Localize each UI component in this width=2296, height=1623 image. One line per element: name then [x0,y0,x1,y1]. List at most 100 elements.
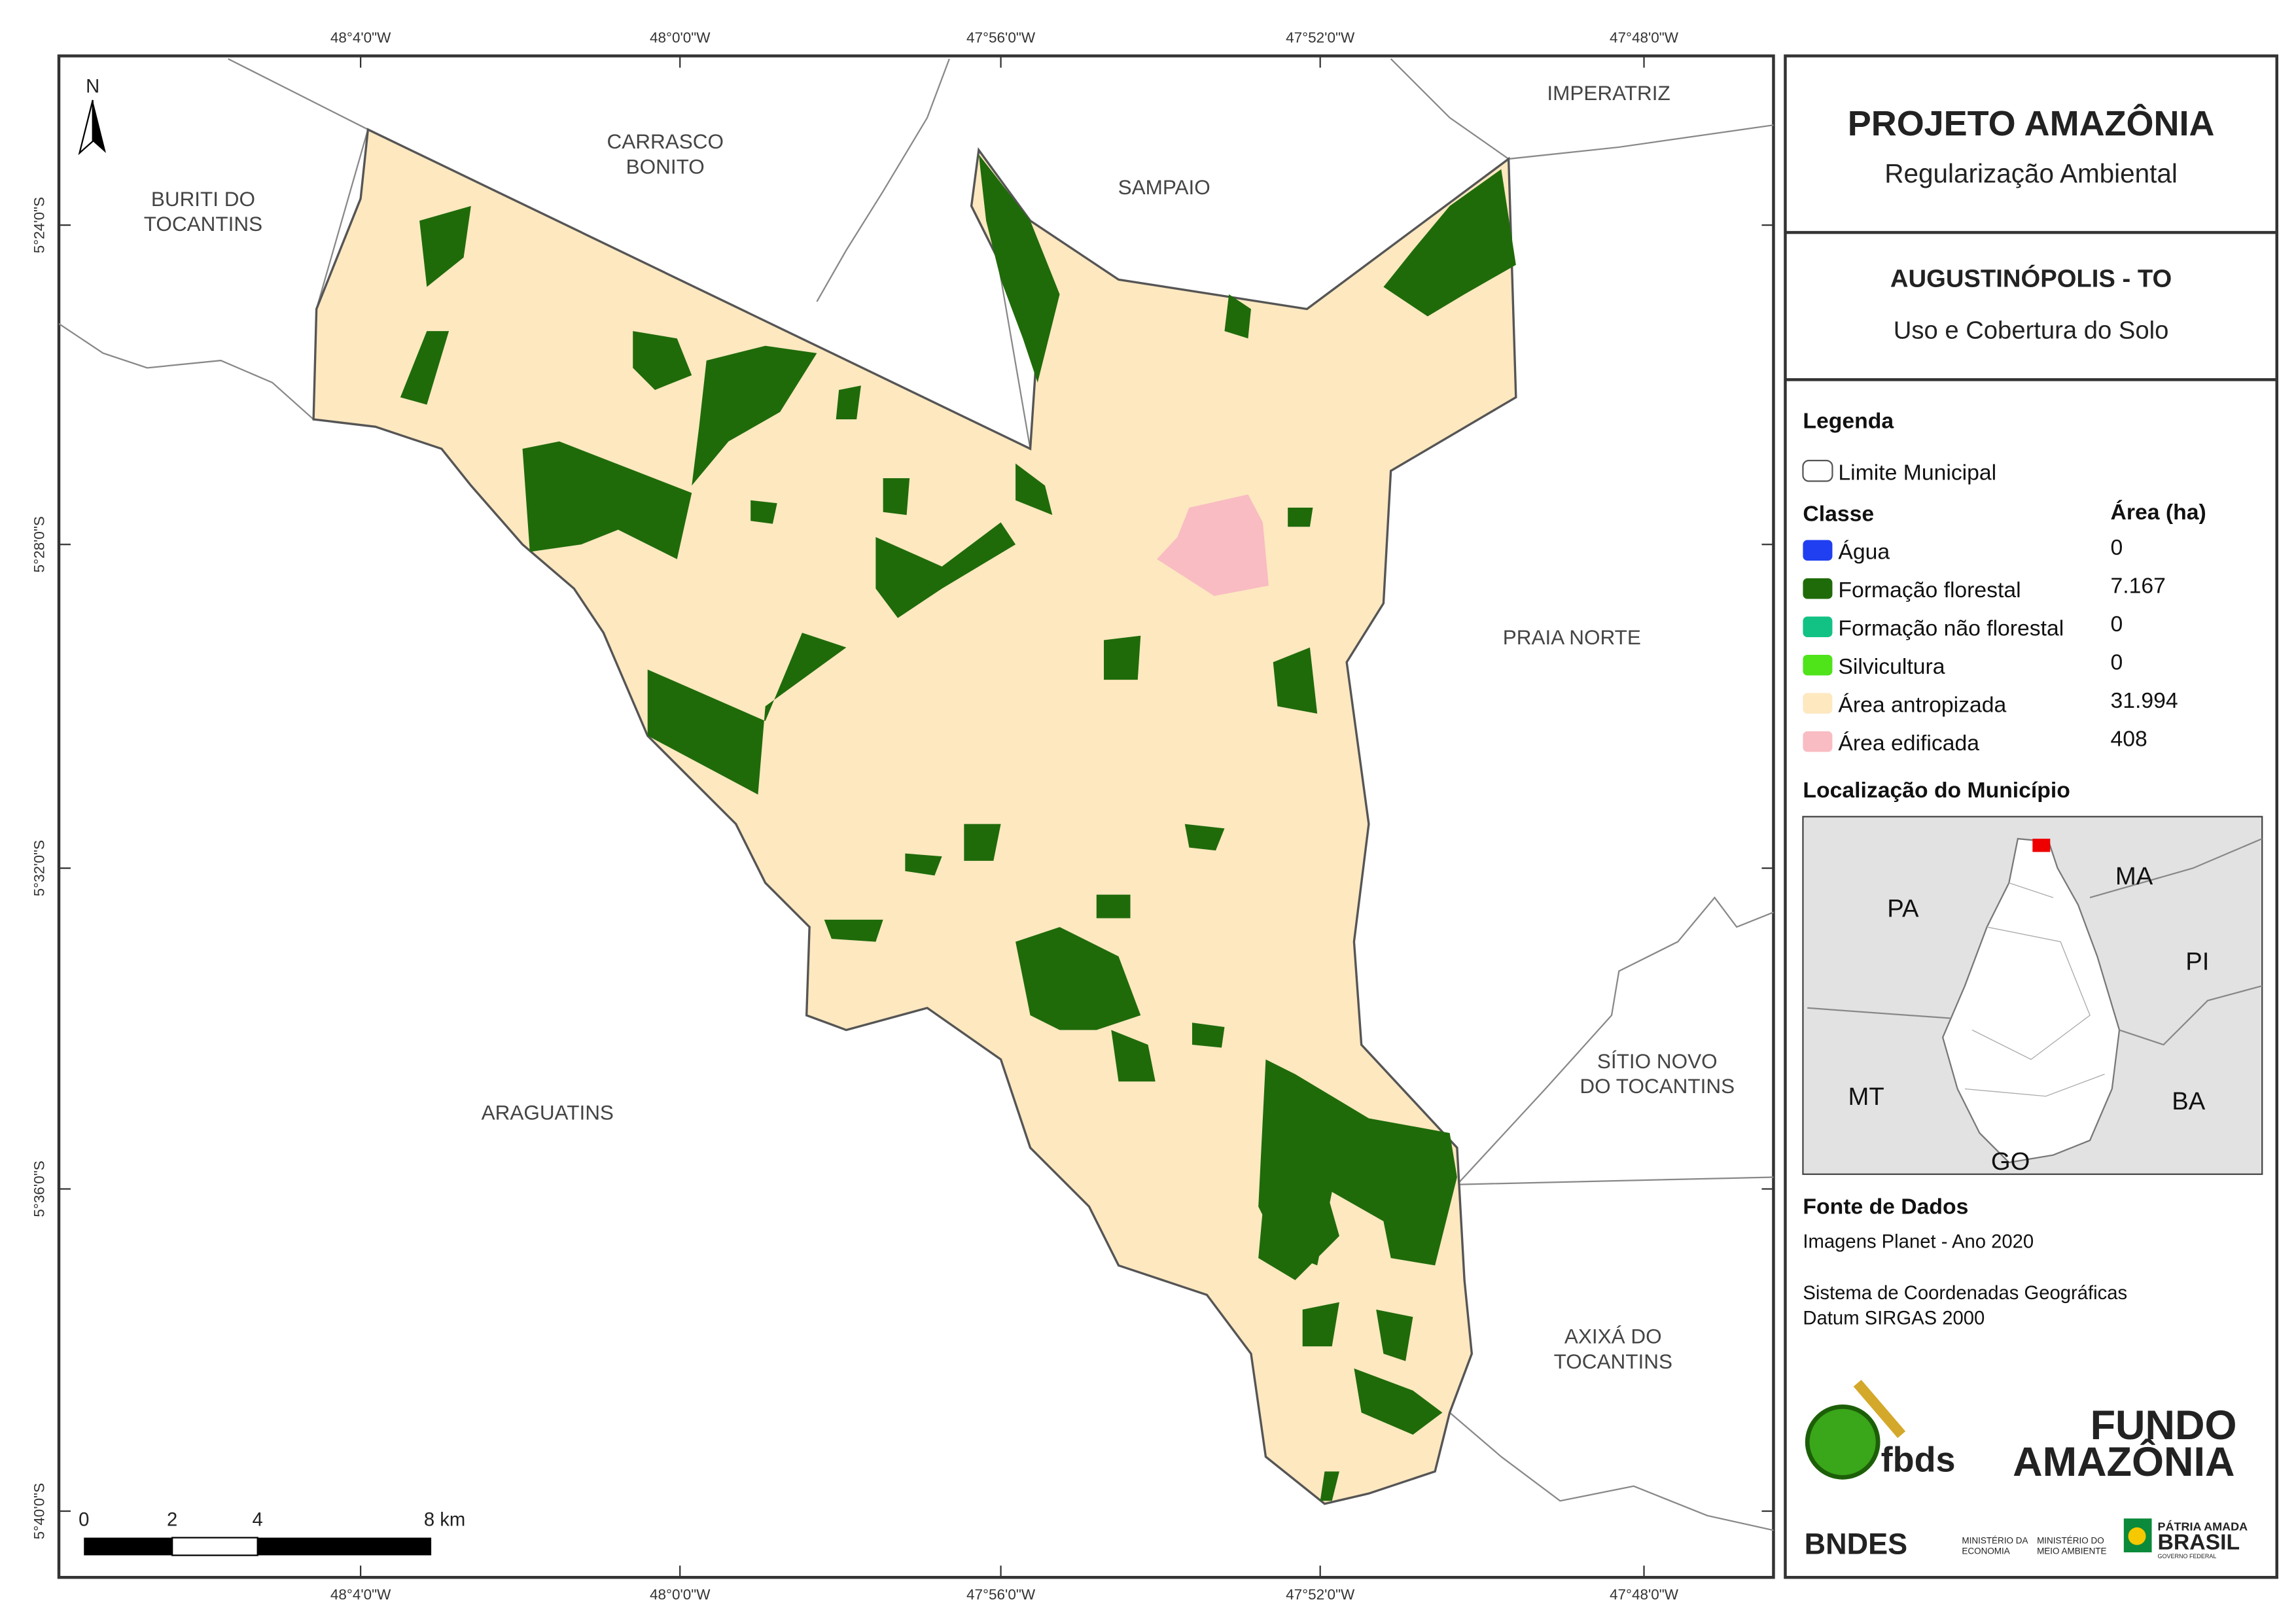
latitude-label: 5°32'0"S [31,840,48,896]
ministry-economy: ECONOMIA [1962,1546,2009,1556]
forest-patches [400,154,1516,1501]
header-subtitle: Regularização Ambiental [1884,158,2178,188]
state-label: MA [2115,862,2153,890]
governo-text: GOVERNO FEDERAL [2158,1553,2217,1560]
legend-class: Água [1838,540,1890,565]
legend-area: 408 [2111,726,2147,751]
forest-patch [964,824,1001,861]
forest-patch [978,154,1060,383]
patria-text: PÁTRIA AMADA [2158,1519,2248,1533]
source-line: Sistema de Coordenadas Geográficas [1803,1283,2127,1304]
legend-class: Formação florestal [1838,578,2021,602]
place-label: BURITI DO [151,187,255,211]
graticule-labels: 48°4'0"W 48°4'0"W 48°0'0"W 48°0'0"W 47°56'0"… [31,29,1797,1603]
amazonia-logo-text: AMAZÔNIA [2013,1439,2234,1485]
longitude-label: 47°56'0"W [966,1586,1036,1603]
scale-label: 0 [79,1510,89,1531]
legend-class: Área antropizada [1838,693,2006,718]
place-label: DO TOCANTINS [1580,1074,1735,1098]
forest-patch [1376,1309,1413,1361]
legend-area: 0 [2111,650,2123,674]
longitude-label: 48°0'0"W [650,29,711,46]
forest-patch [875,522,1016,618]
forest-patch [1104,635,1141,680]
legend-area: 31.994 [2111,688,2178,713]
scale-segment [84,1537,173,1556]
forest-patch [1096,894,1131,918]
location-title: Localização do Município [1803,778,2070,803]
north-arrow-right [92,99,106,153]
brasil-text: BRASIL [2158,1530,2240,1555]
ministry-environment: MEIO AMBIENTE [2037,1546,2106,1556]
forest-patch [1320,1471,1339,1501]
forest-patch [633,331,692,391]
state-label: BA [2172,1087,2205,1115]
legend-class: Área edificada [1838,731,1979,756]
municipality-title: AUGUSTINÓPOLIS - TO [1890,264,2172,293]
place-label: TOCANTINS [1554,1350,1672,1373]
boundary-line [1449,1412,1774,1531]
forest-patch [836,385,861,420]
state-labels: PA MA PI MT BA GO [1848,862,2210,1176]
place-label: AXIXÁ DO [1564,1325,1662,1348]
forest-patch [1224,294,1251,339]
legend-area: 0 [2111,612,2123,637]
fbds-logo-text: fbds [1881,1440,1956,1479]
forest-patch [1273,647,1318,714]
scale-label: 4 [253,1510,263,1531]
forest-patch [647,633,847,795]
urban-area [1156,494,1269,596]
forest-patch [883,478,910,515]
place-label: IMPERATRIZ [1547,81,1670,105]
latitude-label: 5°40'0"S [31,1483,48,1539]
location-inset: PA MA PI MT BA GO [1802,816,2263,1176]
forest-patch [419,205,471,287]
north-arrow: N [78,77,106,156]
area-header: Área (ha) [2111,500,2206,525]
latitude-label: 5°24'0"S [31,197,48,253]
place-label: SAMPAIO [1118,175,1210,199]
legend-swatch [1803,731,1833,752]
bndes-logo-text: BNDES [1805,1527,1907,1560]
forest-patch [1016,463,1053,515]
boundary-line [1457,896,1774,1185]
fbds-logo-circle [1805,1404,1881,1480]
state-label: GO [1991,1147,2030,1176]
place-label: ARAGUATINS [482,1101,614,1125]
place-label: BONITO [626,154,705,178]
place-label: SÍTIO NOVO [1597,1049,1718,1073]
class-header: Classe [1803,501,1874,526]
forest-patch [522,441,692,559]
source-line: Datum SIRGAS 2000 [1803,1308,1985,1329]
scale-segment [171,1537,258,1556]
state-label: PA [1887,894,1919,922]
forest-patch [1111,1030,1156,1082]
legend-swatch [1803,693,1833,714]
forest-patch [400,331,450,405]
latitude-label: 5°36'0"S [31,1161,48,1217]
scale-label: 2 [167,1510,177,1531]
sources: Imagens Planet - Ano 2020 Sistema de Coor… [1803,1231,2127,1329]
forest-patch [905,853,942,876]
source-line: Imagens Planet - Ano 2020 [1803,1231,2034,1252]
longitude-label: 48°4'0"W [330,1586,391,1603]
inset-state-lines [1807,838,2263,1046]
scale-label: 8 km [424,1510,465,1531]
forest-patch [1354,1368,1443,1435]
legend-swatch [1803,616,1833,637]
logos: fbds FUNDO AMAZÔNIA BNDES MINISTÉRIO DA … [1805,1380,2248,1560]
brasil-flag-mark [2128,1527,2146,1545]
state-label: MT [1848,1083,1884,1111]
forest-patch [824,919,883,942]
forest-patch [1288,508,1313,527]
location-marker [2032,839,2051,852]
forest-patch [692,345,817,486]
header-title: PROJETO AMAZÔNIA [1848,103,2215,143]
longitude-label: 47°52'0"W [1286,29,1355,46]
legend-rows: Água 0 Formação florestal 7.167 Formação não… [1803,535,2178,756]
legend-swatch [1803,540,1833,561]
longitude-label: 48°0'0"W [650,1586,711,1603]
forest-patch [1258,1177,1339,1280]
place-label: CARRASCO [607,130,724,153]
